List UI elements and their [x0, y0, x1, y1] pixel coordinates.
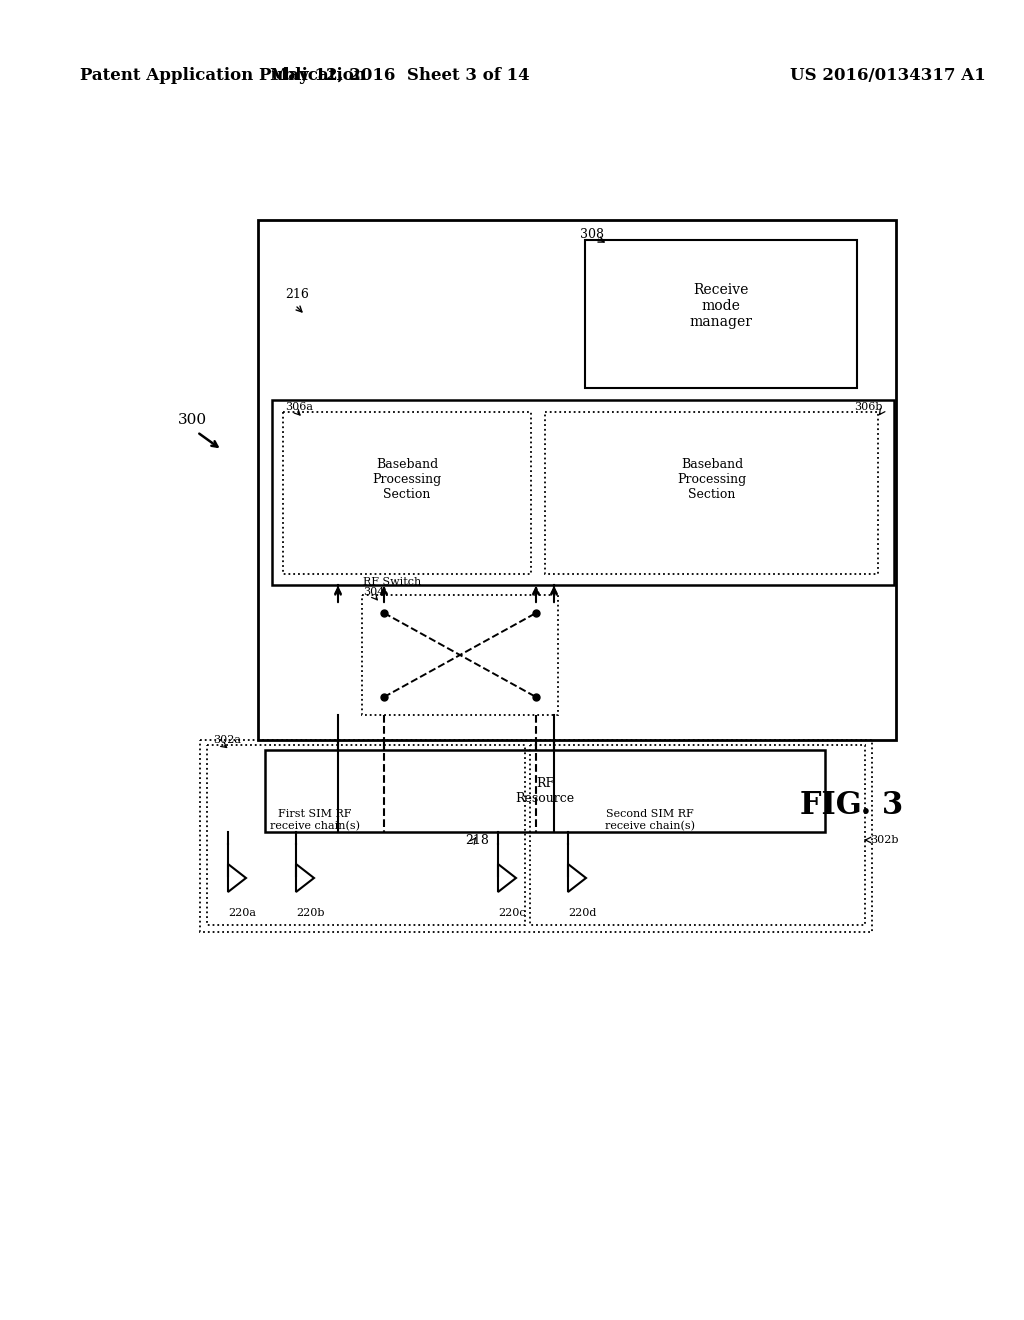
- Text: Baseband
Processing
Section: Baseband Processing Section: [373, 458, 441, 502]
- Text: Baseband
Processing
Section: Baseband Processing Section: [677, 458, 746, 502]
- Text: First SIM RF
receive chain(s): First SIM RF receive chain(s): [270, 809, 360, 832]
- Bar: [585, 240, 857, 388]
- Bar: [258, 220, 896, 741]
- Text: May 12, 2016  Sheet 3 of 14: May 12, 2016 Sheet 3 of 14: [270, 66, 529, 83]
- Text: 220a: 220a: [228, 908, 256, 917]
- Bar: [530, 744, 865, 925]
- Bar: [362, 595, 558, 715]
- Text: Second SIM RF
receive chain(s): Second SIM RF receive chain(s): [605, 809, 695, 832]
- Text: FIG. 3: FIG. 3: [800, 789, 903, 821]
- Text: 306a: 306a: [285, 403, 313, 412]
- Text: US 2016/0134317 A1: US 2016/0134317 A1: [790, 66, 986, 83]
- Text: 304: 304: [362, 587, 384, 597]
- Bar: [545, 412, 878, 574]
- Bar: [272, 400, 894, 585]
- Text: 308: 308: [580, 227, 604, 240]
- Bar: [265, 750, 825, 832]
- Text: RF Switch: RF Switch: [362, 577, 421, 587]
- Text: 216: 216: [285, 289, 309, 301]
- Bar: [283, 412, 531, 574]
- Text: Patent Application Publication: Patent Application Publication: [80, 66, 366, 83]
- Text: 306b: 306b: [854, 403, 883, 412]
- Text: 302a: 302a: [213, 735, 241, 744]
- Text: 218: 218: [465, 833, 488, 846]
- Text: Receive
mode
manager: Receive mode manager: [689, 282, 753, 329]
- Text: 302b: 302b: [870, 836, 898, 845]
- Text: 300: 300: [178, 413, 207, 426]
- Text: 220c: 220c: [498, 908, 525, 917]
- Text: RF
Resource: RF Resource: [515, 777, 574, 805]
- Bar: [207, 744, 525, 925]
- Text: 220b: 220b: [296, 908, 325, 917]
- Text: 220d: 220d: [568, 908, 596, 917]
- Bar: [200, 741, 872, 932]
